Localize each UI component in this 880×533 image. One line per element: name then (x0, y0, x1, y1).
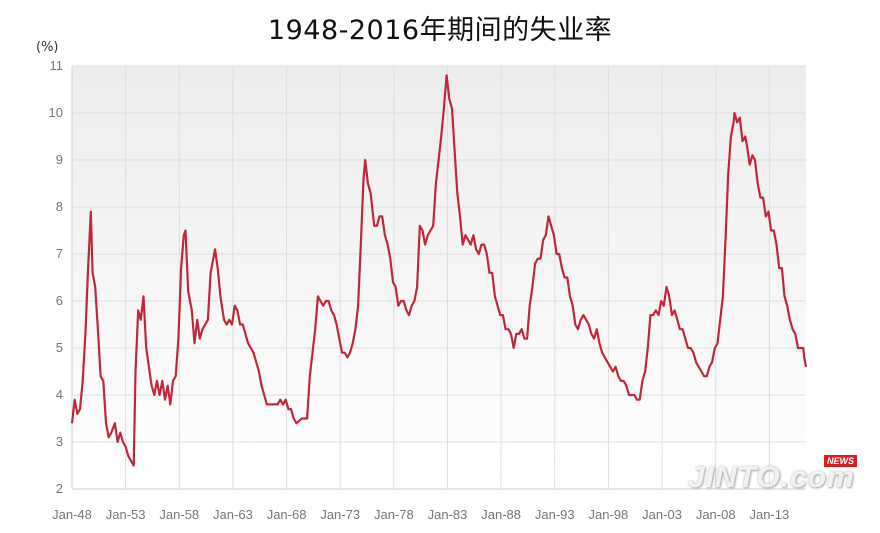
y-tick-label: 6 (56, 293, 63, 308)
y-tick-label: 7 (56, 246, 63, 261)
x-tick-label: Jan-88 (481, 507, 521, 522)
x-tick-label: Jan-13 (749, 507, 789, 522)
chart-title: 1948-2016年期间的失业率 (267, 15, 613, 46)
x-tick-label: Jan-93 (535, 507, 575, 522)
x-tick-label: Jan-63 (213, 507, 253, 522)
x-tick-label: Jan-08 (696, 507, 736, 522)
x-tick-label: Jan-68 (267, 507, 307, 522)
y-axis-unit-label: (%) (36, 40, 59, 55)
x-tick-label: Jan-53 (106, 507, 146, 522)
x-tick-label: Jan-73 (320, 507, 360, 522)
y-tick-label: 4 (56, 387, 63, 402)
y-tick-label: 10 (49, 105, 63, 120)
y-tick-label: 8 (56, 199, 63, 214)
x-tick-label: Jan-03 (642, 507, 682, 522)
x-tick-label: Jan-98 (589, 507, 629, 522)
x-tick-label: Jan-83 (428, 507, 468, 522)
watermark-logo: NEWS JINTO.com (688, 453, 863, 501)
grid-lines (71, 65, 806, 490)
y-axis-ticks: 2 3 4 5 6 7 8 9 10 11 (49, 58, 63, 496)
y-tick-label: 2 (56, 481, 63, 496)
x-tick-label: Jan-48 (52, 507, 92, 522)
x-tick-label: Jan-78 (374, 507, 414, 522)
watermark-text: JINTO.com (688, 461, 855, 494)
y-tick-label: 3 (56, 434, 63, 449)
watermark-news-badge: NEWS (824, 455, 857, 467)
x-tick-label: Jan-58 (159, 507, 199, 522)
x-axis-ticks: Jan-48 Jan-53 Jan-58 Jan-63 Jan-68 Jan-73 Jan-… (52, 507, 789, 522)
plot-area (72, 66, 806, 489)
unemployment-rate-line (70, 74, 808, 467)
y-tick-label: 9 (56, 152, 63, 167)
y-tick-label: 5 (56, 340, 63, 355)
y-tick-label: 11 (50, 58, 64, 73)
